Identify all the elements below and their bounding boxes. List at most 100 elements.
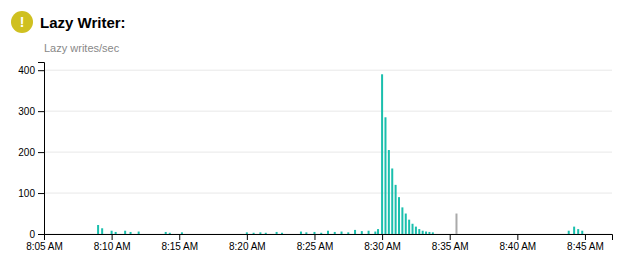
bar	[374, 232, 376, 234]
x-tick-label: 8:35 AM	[432, 241, 469, 252]
bar	[281, 233, 283, 234]
y-axis: 0 100 200 300 400	[18, 63, 44, 240]
bar	[577, 229, 579, 234]
bar	[305, 232, 307, 234]
bar	[425, 232, 427, 234]
y-tick-mark	[38, 152, 44, 153]
bar	[165, 232, 167, 234]
bar	[276, 232, 278, 234]
bar	[327, 231, 329, 234]
bar	[381, 74, 383, 234]
x-tick: 8:20 AM	[229, 234, 266, 252]
x-tick: 8:10 AM	[94, 234, 131, 252]
y-tick-mark	[38, 193, 44, 194]
bar	[568, 231, 570, 234]
bar	[432, 232, 434, 234]
bar	[115, 232, 117, 234]
bar	[581, 231, 583, 234]
bar	[384, 117, 386, 234]
x-tick: 8:30 AM	[364, 234, 401, 252]
y-tick: 0	[29, 229, 44, 240]
bar	[111, 231, 113, 234]
bar	[428, 232, 430, 234]
y-tick-mark	[38, 70, 44, 71]
grid	[44, 70, 612, 234]
bars	[97, 74, 583, 234]
x-tick-mark	[112, 234, 113, 240]
x-tick-label: 8:10 AM	[94, 241, 131, 252]
y-tick: 300	[18, 106, 44, 117]
x-tick-label: 8:30 AM	[364, 241, 401, 252]
bar	[124, 231, 126, 234]
x-tick-label: 8:15 AM	[161, 241, 198, 252]
bar	[265, 233, 267, 234]
x-axis: 8:05 AM 8:10 AM 8:15 AM 8:20 AM 8:25 AM 8:30 …	[26, 234, 612, 252]
bar	[259, 232, 261, 234]
bar	[169, 233, 171, 234]
y-tick-mark	[38, 234, 44, 235]
bar	[405, 214, 407, 234]
plot: Lazy writes/sec 8:05 AM 8:10 AM 8:15 AM 8:20…	[18, 42, 612, 252]
bar	[415, 227, 417, 234]
grid-line	[44, 111, 612, 112]
x-tick-mark	[585, 234, 586, 240]
bar	[181, 232, 183, 234]
bar	[388, 150, 390, 234]
bar	[300, 232, 302, 234]
bar	[253, 233, 255, 234]
x-tick: 8:40 AM	[499, 234, 536, 252]
x-tick-label: 8:20 AM	[229, 241, 266, 252]
bar	[361, 231, 363, 234]
x-tick-label: 8:25 AM	[297, 241, 334, 252]
y-tick: 100	[18, 188, 44, 199]
x-tick-mark	[179, 234, 180, 240]
x-tick-mark	[314, 234, 315, 240]
y-tick-label: 100	[18, 188, 35, 199]
grid-line	[44, 193, 612, 194]
bar	[347, 232, 349, 234]
x-tick: 8:45 AM	[567, 234, 604, 252]
bar	[573, 227, 575, 234]
x-axis-line	[45, 235, 613, 241]
bar	[422, 231, 424, 234]
bar	[418, 229, 420, 234]
y-tick-label: 400	[18, 65, 35, 76]
x-tick-mark	[517, 234, 518, 240]
x-tick: 8:35 AM	[432, 234, 469, 252]
x-tick-mark	[247, 234, 248, 240]
bar	[354, 230, 356, 234]
x-tick-mark	[450, 234, 451, 240]
y-tick-label: 200	[18, 147, 35, 158]
x-tick-label: 8:40 AM	[499, 241, 536, 252]
x-tick-label: 8:05 AM	[26, 241, 63, 252]
bar	[97, 225, 99, 234]
y-tick-label: 300	[18, 106, 35, 117]
x-tick: 8:15 AM	[161, 234, 198, 252]
bar	[412, 224, 414, 234]
y-tick: 200	[18, 147, 44, 158]
bar	[391, 168, 393, 234]
warning-icon	[11, 11, 33, 33]
bar	[101, 228, 103, 234]
bar	[334, 232, 336, 234]
y-axis-title: Lazy writes/sec	[44, 42, 120, 54]
bar	[455, 214, 457, 234]
bar	[246, 232, 248, 234]
bar	[395, 185, 397, 234]
warning-icon-text: !	[20, 14, 25, 30]
bar	[368, 231, 370, 234]
y-tick-label: 0	[29, 229, 35, 240]
bar	[130, 232, 132, 234]
grid-line	[44, 152, 612, 153]
x-tick: 8:25 AM	[297, 234, 334, 252]
bar	[377, 229, 379, 234]
y-tick-mark	[38, 111, 44, 112]
chart: !Lazy Writer:Lazy writes/sec8:05 AM8:10 …	[0, 0, 630, 262]
x-tick-mark	[382, 234, 383, 240]
grid-line	[44, 70, 612, 71]
bar	[401, 207, 403, 234]
bar	[408, 220, 410, 234]
y-axis-line	[38, 63, 45, 235]
bar	[341, 232, 343, 234]
bar	[138, 232, 140, 234]
